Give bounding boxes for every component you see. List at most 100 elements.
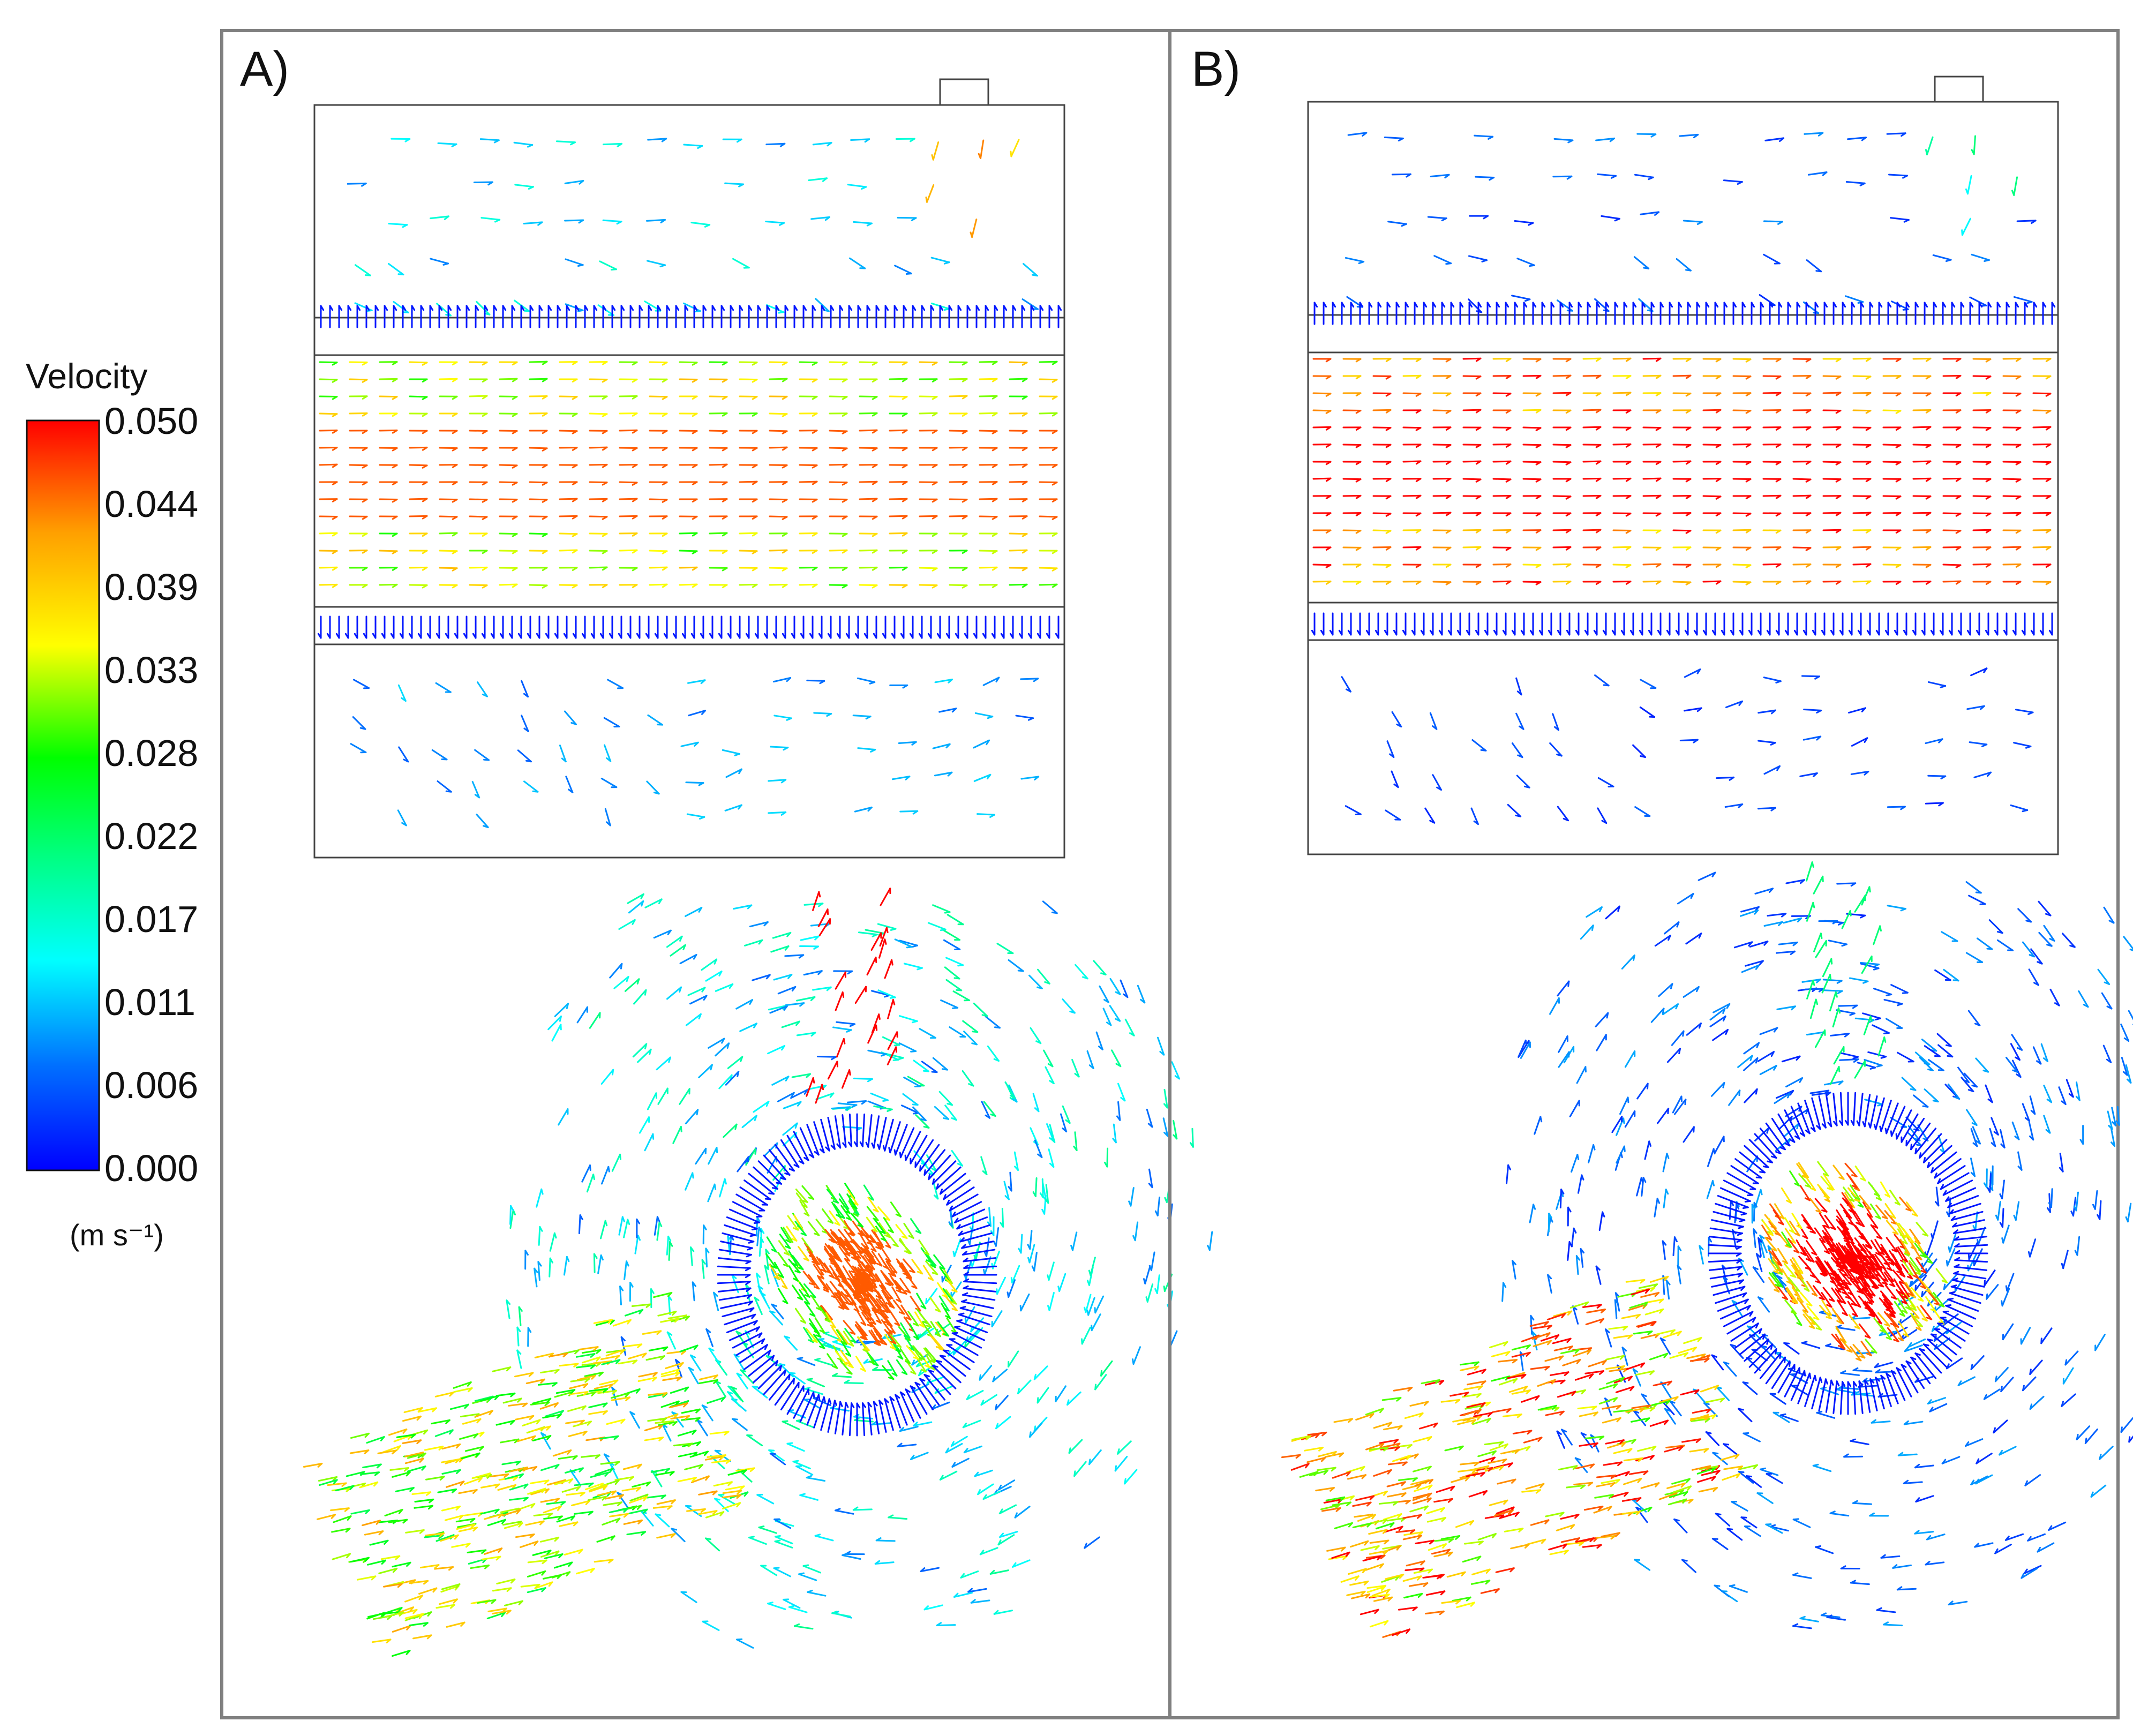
velocity-vector (1114, 1456, 1128, 1472)
velocity-vector-head (397, 273, 404, 276)
velocity-vector (977, 1483, 994, 1495)
velocity-vector-head (812, 378, 818, 383)
velocity-vector-head (2026, 301, 2033, 304)
velocity-vector-head (1145, 1296, 1148, 1303)
velocity-vector (974, 1469, 993, 1477)
velocity-vector-head (1147, 1123, 1153, 1128)
velocity-vector-head (992, 447, 998, 452)
velocity-vector-head (1393, 629, 1398, 636)
velocity-vector-head (838, 1306, 845, 1310)
velocity-vector (890, 1201, 902, 1218)
velocity-vector-head (635, 1388, 641, 1394)
velocity-vector (939, 1355, 966, 1377)
velocity-vector-head (1132, 1358, 1135, 1365)
velocity-vector-head (1375, 629, 1379, 636)
velocity-vector-head (1802, 629, 1807, 636)
velocity-vector-head (1088, 1064, 1094, 1069)
velocity-vector-head (861, 1288, 867, 1292)
velocity-vector-head (392, 378, 398, 382)
velocity-vector-head (983, 1251, 988, 1257)
velocity-vector-head (1535, 495, 1542, 499)
velocity-vector-head (894, 1322, 900, 1327)
velocity-vector (564, 179, 584, 184)
velocity-vector-head (752, 412, 758, 417)
velocity-vector (404, 1452, 424, 1457)
velocity-vector-head (419, 1613, 424, 1618)
velocity-vector-head (782, 413, 788, 417)
velocity-vector (835, 991, 844, 1011)
velocity-vector-head (392, 396, 398, 400)
legend-tick-label: 0.028 (104, 732, 198, 774)
velocity-vector (1912, 477, 1932, 480)
velocity-vector (388, 262, 404, 276)
velocity-vector (453, 1381, 472, 1389)
velocity-vector-head (1655, 477, 1662, 482)
velocity-vector-head (812, 532, 818, 537)
velocity-vector-head (1088, 1269, 1092, 1276)
velocity-vector (500, 1507, 520, 1513)
velocity-vector-head (787, 974, 793, 979)
velocity-vector-head (482, 550, 488, 554)
velocity-vector-head (842, 1553, 848, 1557)
velocity-vector (932, 1336, 945, 1351)
velocity-vector (874, 1219, 886, 1234)
velocity-vector-head (482, 516, 488, 520)
velocity-vector (634, 1235, 639, 1254)
velocity-vector-head (851, 1402, 855, 1409)
velocity-vector (929, 1297, 941, 1313)
velocity-vector (848, 1113, 853, 1147)
velocity-vector (679, 953, 697, 965)
velocity-vector (319, 395, 338, 398)
velocity-vector-head (866, 1281, 872, 1286)
velocity-vector-head (1865, 426, 1872, 431)
velocity-vector (1762, 494, 1782, 497)
velocity-vector (1009, 361, 1028, 364)
velocity-vector (559, 1363, 579, 1367)
velocity-vector-head (1438, 629, 1443, 636)
velocity-vector-head (764, 1265, 769, 1271)
velocity-vector (835, 1262, 846, 1279)
velocity-vector (891, 776, 911, 780)
velocity-vector-head (992, 550, 998, 554)
velocity-vector-head (776, 1182, 783, 1185)
velocity-vector-head (532, 790, 539, 793)
velocity-vector (1595, 137, 1615, 141)
velocity-vector-head (1325, 444, 1332, 448)
velocity-vector (771, 1076, 790, 1086)
velocity-vector-head (438, 1534, 444, 1539)
velocity-vector-head (332, 1476, 338, 1482)
velocity-vector-head (1084, 1543, 1087, 1549)
velocity-vector (515, 1534, 535, 1538)
velocity-vector (935, 1321, 948, 1337)
velocity-vector (647, 1092, 657, 1110)
velocity-vector (564, 1549, 583, 1555)
velocity-vector-head (1655, 461, 1662, 465)
velocity-vector (821, 1343, 841, 1350)
velocity-vector-head (429, 1498, 434, 1504)
velocity-vector-head (602, 516, 608, 520)
velocity-vector (1972, 375, 1992, 378)
velocity-vector-head (743, 1491, 749, 1497)
velocity-vector-head (512, 378, 518, 382)
velocity-vector-head (1957, 629, 1962, 636)
velocity-vector (932, 1160, 957, 1185)
velocity-vector (653, 1291, 673, 1298)
velocity-vector (480, 1508, 500, 1515)
velocity-vector-head (881, 1053, 887, 1057)
velocity-vector (701, 1404, 713, 1422)
velocity-vector-head (422, 396, 428, 400)
velocity-vector (573, 1510, 594, 1515)
velocity-vector (769, 549, 788, 552)
velocity-vector-head (812, 464, 818, 469)
velocity-vector-head (892, 1058, 899, 1062)
legend-tick-label: 0.006 (104, 1064, 198, 1106)
velocity-vector-head (871, 1143, 875, 1149)
velocity-vector (871, 1422, 891, 1426)
velocity-vector-head (1505, 426, 1512, 431)
velocity-vector-head (683, 1402, 688, 1408)
velocity-vector (912, 1345, 925, 1361)
velocity-vector (956, 1320, 988, 1334)
velocity-vector (859, 566, 878, 569)
velocity-vector (593, 1253, 596, 1273)
velocity-vector-head (1715, 444, 1722, 448)
